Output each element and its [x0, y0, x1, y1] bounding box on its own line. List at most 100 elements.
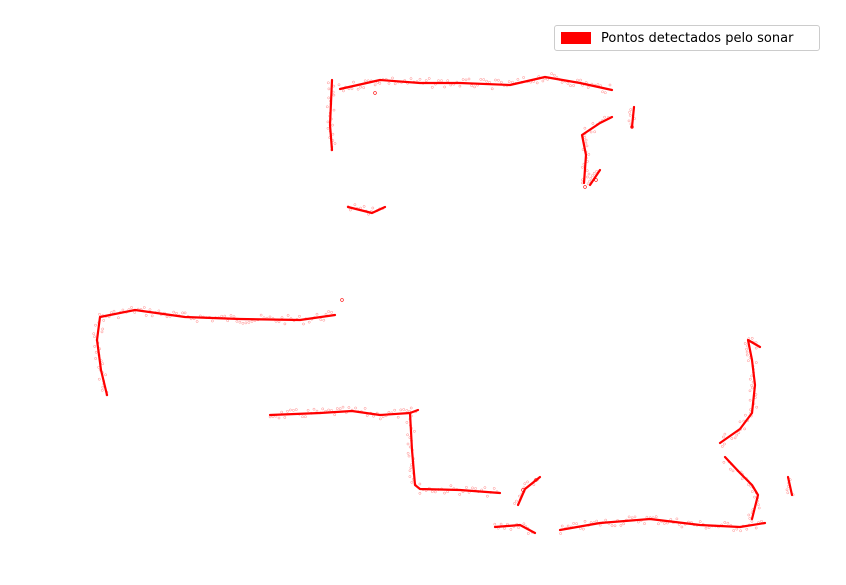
- sonar-point: [409, 423, 412, 427]
- sonar-point: [360, 410, 363, 413]
- sonar-point: [271, 317, 275, 320]
- sonar-point: [748, 517, 752, 520]
- sonar-point: [596, 123, 599, 126]
- sonar-point: [495, 490, 499, 494]
- sonar-point: [391, 76, 394, 80]
- sonar-point: [381, 207, 384, 210]
- sonar-trace: [723, 455, 760, 521]
- sonar-point: [584, 138, 588, 142]
- sonar-point: [396, 415, 400, 419]
- sonar-point: [787, 481, 791, 485]
- sonar-point: [280, 410, 284, 414]
- sonar-point: [136, 307, 140, 311]
- legend-swatch: [561, 32, 591, 44]
- sonar-point: [362, 86, 366, 89]
- sonar-point: [754, 396, 757, 399]
- sonar-point: [369, 79, 373, 83]
- sonar-point: [579, 527, 582, 530]
- sonar-point: [95, 338, 99, 342]
- sonar-point: [172, 310, 175, 314]
- sonar-point: [727, 460, 731, 464]
- sonar-trace: [328, 78, 334, 152]
- sonar-point: [619, 524, 623, 527]
- sonar-point: [616, 519, 619, 522]
- sonar-point: [406, 433, 409, 437]
- sonar-point: [408, 417, 412, 421]
- sonar-point: [461, 490, 465, 494]
- sonar-point: [302, 322, 305, 326]
- sonar-point: [371, 206, 375, 210]
- sonar-point: [582, 162, 586, 166]
- sonar-point: [338, 407, 342, 411]
- sonar-point: [347, 406, 351, 409]
- sonar-point: [412, 457, 415, 461]
- sonar-point: [372, 414, 375, 418]
- sonar-point: [321, 407, 325, 411]
- sonar-point: [748, 389, 752, 393]
- sonar-point: [749, 414, 753, 418]
- sonar-point: [591, 122, 595, 125]
- sonar-point: [328, 136, 332, 139]
- sonar-point: [214, 316, 217, 320]
- sonar-point: [253, 319, 257, 322]
- sonar-point: [127, 308, 131, 312]
- sonar-point: [434, 82, 437, 86]
- sonar-point: [381, 78, 385, 81]
- sonar-point: [515, 523, 519, 526]
- sonar-point: [526, 480, 529, 484]
- sonar-point: [446, 490, 449, 494]
- sonar-point: [384, 78, 388, 81]
- sonar-point: [313, 316, 316, 319]
- sonar-point: [604, 91, 607, 94]
- sonar-point: [610, 524, 614, 527]
- sonar-point: [520, 492, 524, 496]
- sonar-point: [645, 515, 649, 519]
- sonar-point: [489, 491, 493, 494]
- sonar-point: [177, 314, 181, 318]
- sonar-point: [722, 435, 725, 439]
- sonar-point: [347, 87, 351, 91]
- sonar-point: [331, 90, 335, 94]
- sonar-point: [332, 93, 336, 97]
- sonar-point: [555, 76, 559, 79]
- sonar-point: [593, 83, 597, 87]
- sonar-point: [369, 411, 373, 415]
- sonar-point: [745, 350, 749, 354]
- sonar-point: [746, 344, 749, 348]
- sonar-point: [546, 78, 549, 81]
- sonar-point: [324, 409, 328, 413]
- sonar-point: [298, 412, 301, 416]
- sonar-point: [229, 314, 233, 317]
- sonar-point: [283, 416, 287, 419]
- sonar-point: [527, 532, 530, 535]
- sonar-point: [726, 521, 730, 525]
- sonar-point: [411, 477, 415, 481]
- sonar-point: [748, 356, 752, 359]
- sonar-point: [325, 105, 329, 109]
- sonar-point: [576, 78, 579, 82]
- sonar-point: [483, 486, 487, 489]
- sonar-point: [418, 78, 422, 81]
- sonar-point: [502, 84, 506, 87]
- sonar-point: [342, 89, 345, 93]
- sonar-point: [536, 478, 540, 481]
- sonar-point: [283, 322, 287, 326]
- sonar-point: [607, 522, 611, 525]
- sonar-point: [515, 499, 518, 503]
- sonar-point: [289, 317, 293, 320]
- sonar-point: [589, 130, 593, 134]
- sonar-point: [405, 421, 409, 424]
- sonar-point: [326, 81, 330, 85]
- sonar-point: [701, 522, 705, 526]
- sonar-point: [629, 122, 633, 126]
- sonar-point: [601, 90, 604, 94]
- sonar-point: [409, 406, 413, 410]
- sonar-point: [729, 524, 733, 527]
- sonar-point: [356, 87, 360, 91]
- sonar-point: [97, 365, 100, 369]
- sonar-point: [168, 314, 172, 318]
- sonar-point: [375, 411, 379, 415]
- sonar-point: [741, 524, 745, 528]
- sonar-point: [660, 520, 663, 523]
- sonar-point: [756, 499, 759, 503]
